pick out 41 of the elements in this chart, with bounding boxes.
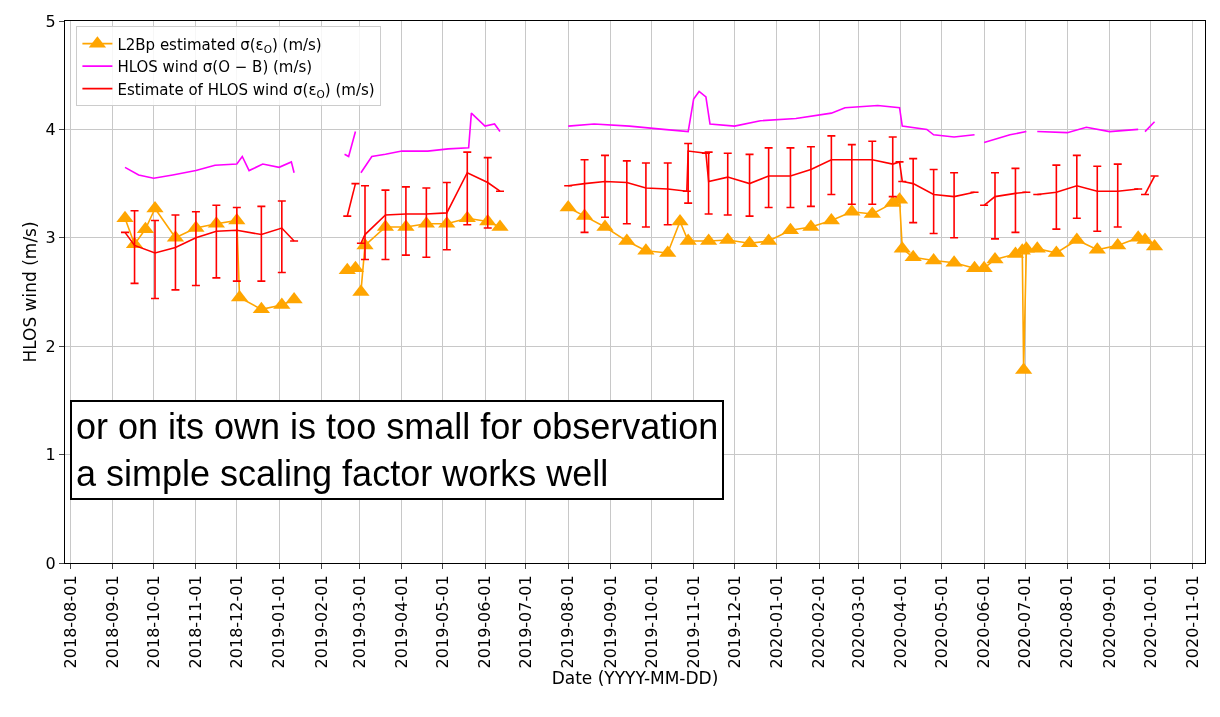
x-tick-label: 2018-08-01 (60, 575, 80, 669)
y-tick-label: 5 (45, 11, 56, 31)
x-tick-label: 2020-04-01 (891, 575, 911, 669)
legend-label: Estimate of HLOS wind σ(ε$_{O}$) (m/s) (117, 80, 375, 100)
x-tick-label: 2019-10-01 (641, 575, 661, 669)
x-tick-label: 2019-06-01 (475, 575, 495, 669)
annotation: or on its own is too small for observation (76, 406, 719, 447)
x-tick-label: 2020-11-01 (1182, 575, 1202, 669)
x-tick-label: 2020-08-01 (1057, 575, 1077, 669)
x-tick-label: 2019-09-01 (600, 575, 620, 669)
x-tick-label: 2018-12-01 (227, 575, 247, 669)
legend-label: L2Bp estimated σ(ε$_{O}$) (m/s) (117, 35, 322, 55)
x-tick-label: 2020-06-01 (974, 575, 994, 669)
x-tick-label: 2019-02-01 (311, 575, 331, 669)
y-tick-label: 4 (45, 120, 56, 139)
x-tick-label: 2018-11-01 (186, 575, 206, 669)
y-axis-title: HLOS wind (m/s) (20, 221, 41, 363)
x-tick-label: 2020-09-01 (1099, 575, 1119, 669)
annotation: a simple scaling factor works well (76, 452, 609, 494)
x-tick-label: 2018-10-01 (143, 575, 163, 669)
x-tick-label: 2019-12-01 (724, 575, 744, 669)
x-tick-label: 2018-09-01 (102, 575, 122, 669)
x-tick-label: 2019-05-01 (432, 575, 452, 669)
y-tick-label: 2 (45, 336, 56, 356)
x-tick-label: 2020-03-01 (848, 575, 868, 669)
y-tick-label: 1 (45, 445, 56, 465)
x-tick-label: 2019-08-01 (558, 575, 578, 669)
legend-label: HLOS wind σ(O − B) (m/s) (117, 58, 313, 77)
x-tick-label: 2020-02-01 (809, 575, 829, 669)
x-tick-label: 2019-07-01 (516, 575, 536, 669)
x-tick-label: 2020-07-01 (1015, 575, 1035, 669)
x-tick-label: 2020-10-01 (1140, 575, 1160, 669)
x-tick-label: 2020-05-01 (932, 575, 952, 669)
x-axis-title: Date (YYYY-MM-DD) (551, 668, 719, 689)
x-tick-label: 2020-01-01 (767, 575, 787, 669)
x-tick-label: 2019-11-01 (683, 575, 703, 669)
x-tick-label: 2019-01-01 (269, 575, 289, 669)
y-tick-label: 3 (45, 228, 56, 248)
x-tick-label: 2019-04-01 (392, 575, 412, 669)
y-tick-label: 0 (45, 553, 56, 573)
x-tick-label: 2019-03-01 (349, 575, 369, 669)
